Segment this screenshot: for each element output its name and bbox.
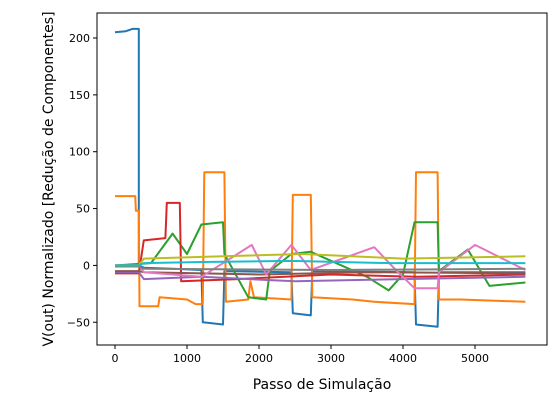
plot-frame [97,13,547,345]
plot-border [96,12,548,346]
x-tick-label: 0 [112,352,119,365]
series-line-10 [115,259,526,267]
x-axis: 0 1000 2000 3000 4000 5000 [112,345,489,365]
series-line-4 [115,201,526,283]
series-line-2 [115,171,526,308]
x-tick-label: 5000 [461,352,489,365]
y-tick-label: 0 [83,259,90,272]
plot-area [96,12,548,346]
x-axis-label: Passo de Simulação [253,377,392,393]
y-tick-label: 100 [69,146,90,159]
series-line-1 [114,27,526,328]
y-tick-label: 150 [69,89,90,102]
y-tick-label: −50 [67,316,90,329]
series-layer [114,27,526,328]
series-line-8 [115,265,526,271]
y-tick-label: 200 [69,32,90,45]
y-tick-label: 50 [76,203,90,216]
x-tick-label: 3000 [317,352,345,365]
x-tick-label: 2000 [245,352,273,365]
series-line-6 [115,270,526,276]
y-axis: −50 0 50 100 150 200 [67,32,97,329]
x-tick-label: 4000 [389,352,417,365]
x-tick-label: 1000 [173,352,201,365]
y-axis-label: V(out) Normalizado [Redução de Component… [41,11,57,346]
